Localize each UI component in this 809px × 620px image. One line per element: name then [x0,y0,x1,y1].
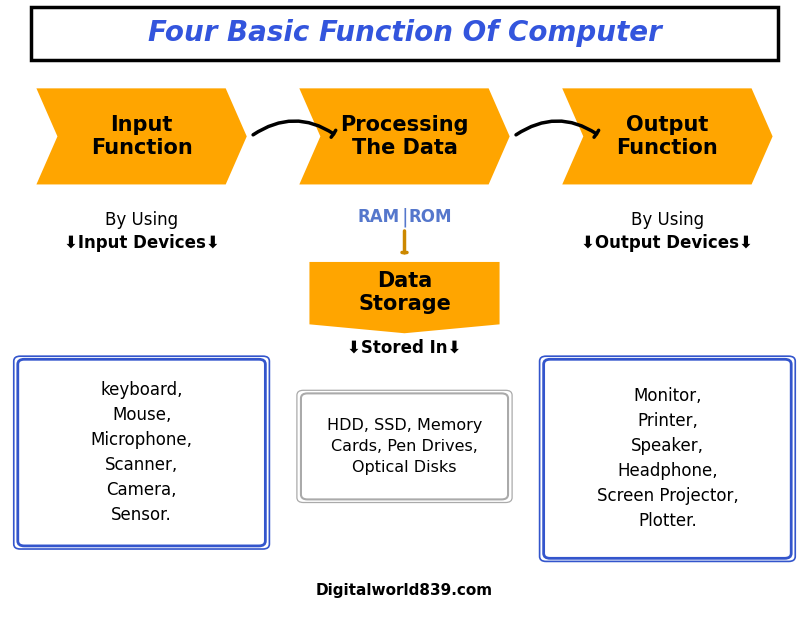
Text: Digitalworld839.com: Digitalworld839.com [316,583,493,598]
Polygon shape [36,89,247,185]
Text: Four Basic Function Of Computer: Four Basic Function Of Computer [147,19,662,48]
FancyBboxPatch shape [297,391,512,502]
Text: keyboard,
Mouse,
Microphone,
Scanner,
Camera,
Sensor.: keyboard, Mouse, Microphone, Scanner, Ca… [91,381,193,524]
Text: ROM: ROM [409,208,452,226]
Polygon shape [299,89,510,185]
Text: Data
Storage: Data Storage [358,271,451,314]
Text: ⬇Stored In⬇: ⬇Stored In⬇ [347,338,462,356]
Text: Input
Function: Input Function [91,115,193,158]
Text: Processing
The Data: Processing The Data [341,115,468,158]
FancyBboxPatch shape [544,360,791,558]
Text: ⬇Output Devices⬇: ⬇Output Devices⬇ [582,234,753,252]
Text: By Using: By Using [631,211,704,229]
FancyBboxPatch shape [18,360,265,546]
Text: ⬇Input Devices⬇: ⬇Input Devices⬇ [64,234,219,252]
Polygon shape [309,262,499,334]
FancyBboxPatch shape [31,7,778,60]
Text: |: | [401,207,408,227]
Polygon shape [562,89,773,185]
Text: Monitor,
Printer,
Speaker,
Headphone,
Screen Projector,
Plotter.: Monitor, Printer, Speaker, Headphone, Sc… [596,388,739,530]
Text: Output
Function: Output Function [616,115,718,158]
Text: By Using: By Using [105,211,178,229]
Text: RAM: RAM [358,208,400,226]
FancyBboxPatch shape [301,394,508,500]
Text: HDD, SSD, Memory
Cards, Pen Drives,
Optical Disks: HDD, SSD, Memory Cards, Pen Drives, Opti… [327,418,482,475]
FancyBboxPatch shape [540,356,795,562]
FancyBboxPatch shape [14,356,269,549]
